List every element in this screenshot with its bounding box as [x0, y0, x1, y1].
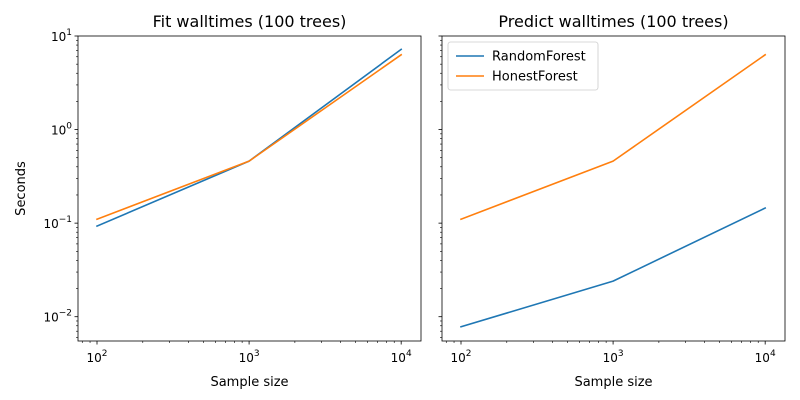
- chart-panel-1: 102 103 104 10−2 10−1 100 101 Fit walltimes (10…: [14, 12, 422, 390]
- plot-frame: [77, 35, 422, 342]
- y-axis-label: Seconds: [14, 161, 29, 216]
- x-axis-label: Sample size: [574, 375, 652, 390]
- x-tick-label: 104: [391, 349, 412, 365]
- series-line-honestforest: [459, 53, 767, 221]
- series-line-honestforest: [95, 53, 403, 221]
- legend-label: HonestForest: [492, 70, 578, 85]
- series-line-randomforest: [460, 206, 767, 328]
- x-tick-label: 102: [86, 349, 107, 365]
- legend-box: [447, 41, 599, 91]
- x-tick-label: 102: [450, 349, 471, 365]
- y-tick-label: 101: [51, 28, 72, 44]
- plot-frame: [441, 35, 786, 342]
- x-tick-label: 103: [239, 349, 260, 365]
- legend-label: RandomForest: [492, 50, 586, 65]
- legend: RandomForest HonestForest: [447, 41, 599, 91]
- x-tick-label: 104: [755, 349, 776, 365]
- x-tick-label: 103: [603, 349, 624, 365]
- chart-title: Predict walltimes (100 trees): [498, 12, 728, 31]
- chart-title: Fit walltimes (100 trees): [153, 12, 347, 31]
- y-tick-label: 10−2: [43, 309, 72, 325]
- y-tick-label: 100: [51, 122, 72, 138]
- x-axis-label: Sample size: [210, 375, 288, 390]
- chart-panel-2: 102 103 104 Predict walltimes (100 trees) Sa…: [438, 12, 786, 390]
- y-tick-label: 10−1: [43, 215, 72, 231]
